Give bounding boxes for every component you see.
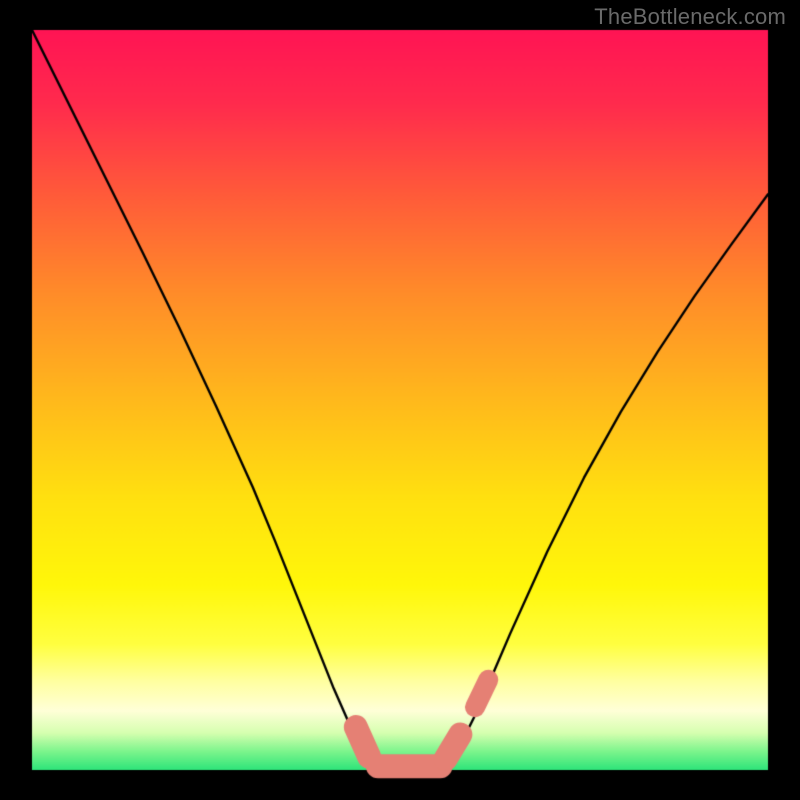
attribution-label: TheBottleneck.com [594,4,786,30]
chart-stage: TheBottleneck.com [0,0,800,800]
bottleneck-curve-chart [0,0,800,800]
